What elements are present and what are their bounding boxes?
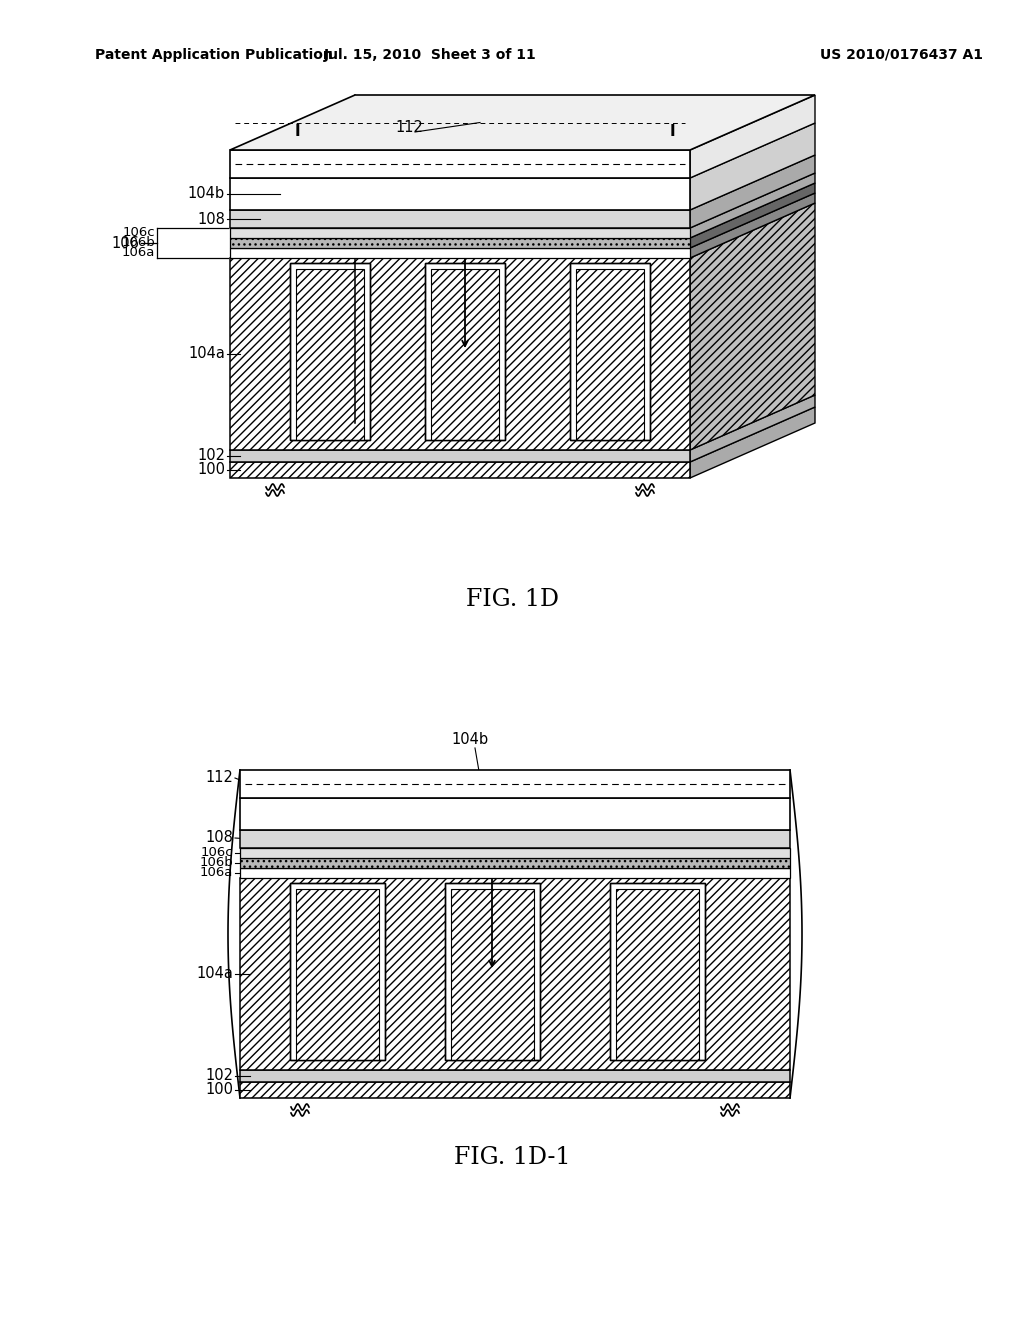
Polygon shape — [230, 248, 690, 257]
Polygon shape — [425, 263, 505, 440]
Text: 106b: 106b — [121, 236, 155, 249]
Polygon shape — [240, 878, 790, 1071]
Text: 112: 112 — [395, 120, 423, 136]
Polygon shape — [230, 238, 690, 248]
Polygon shape — [230, 210, 690, 228]
Text: 102: 102 — [197, 449, 225, 463]
Polygon shape — [240, 1071, 790, 1082]
Text: 106c: 106c — [201, 846, 233, 859]
Polygon shape — [690, 193, 815, 257]
Polygon shape — [690, 203, 815, 450]
Polygon shape — [451, 888, 534, 1060]
Text: 108: 108 — [198, 211, 225, 227]
Text: 106a: 106a — [122, 247, 155, 260]
Text: 104a: 104a — [197, 966, 233, 982]
Polygon shape — [575, 269, 644, 440]
Polygon shape — [230, 228, 690, 238]
Polygon shape — [690, 154, 815, 228]
Polygon shape — [230, 257, 690, 450]
Text: FIG. 1D: FIG. 1D — [466, 589, 558, 611]
Text: FIG. 1D-1: FIG. 1D-1 — [454, 1147, 570, 1170]
Text: 112: 112 — [205, 771, 233, 785]
Polygon shape — [296, 888, 379, 1060]
Polygon shape — [240, 770, 790, 799]
Text: 102: 102 — [205, 1068, 233, 1084]
Text: US 2010/0176437 A1: US 2010/0176437 A1 — [820, 48, 983, 62]
Text: 108: 108 — [205, 830, 233, 846]
Polygon shape — [240, 847, 790, 858]
Polygon shape — [240, 830, 790, 847]
Polygon shape — [610, 883, 705, 1060]
Polygon shape — [240, 858, 790, 869]
Text: 100: 100 — [205, 1082, 233, 1097]
Polygon shape — [570, 263, 650, 440]
Text: Jul. 15, 2010  Sheet 3 of 11: Jul. 15, 2010 Sheet 3 of 11 — [324, 48, 537, 62]
Polygon shape — [690, 173, 815, 238]
Text: 104b: 104b — [452, 733, 488, 747]
Text: Patent Application Publication: Patent Application Publication — [95, 48, 333, 62]
Polygon shape — [690, 123, 815, 210]
Polygon shape — [290, 883, 385, 1060]
Text: 106: 106 — [112, 235, 139, 251]
Polygon shape — [240, 799, 790, 830]
Polygon shape — [616, 888, 699, 1060]
Polygon shape — [296, 269, 364, 440]
Polygon shape — [230, 95, 815, 150]
Polygon shape — [690, 95, 815, 178]
Polygon shape — [431, 269, 499, 440]
Text: I: I — [294, 124, 300, 139]
Polygon shape — [690, 183, 815, 248]
Text: 104b: 104b — [187, 186, 225, 202]
Polygon shape — [690, 407, 815, 478]
Text: 100: 100 — [197, 462, 225, 478]
Text: 106b: 106b — [200, 857, 233, 870]
Text: 104a: 104a — [188, 346, 225, 362]
Polygon shape — [240, 1082, 790, 1098]
Polygon shape — [230, 450, 690, 462]
Polygon shape — [690, 395, 815, 462]
Polygon shape — [445, 883, 540, 1060]
Polygon shape — [230, 462, 690, 478]
Text: I: I — [670, 124, 676, 139]
Text: 106a: 106a — [200, 866, 233, 879]
Polygon shape — [230, 178, 690, 210]
Polygon shape — [230, 150, 690, 178]
Text: 106c: 106c — [123, 227, 155, 239]
Polygon shape — [240, 869, 790, 878]
Polygon shape — [290, 263, 370, 440]
